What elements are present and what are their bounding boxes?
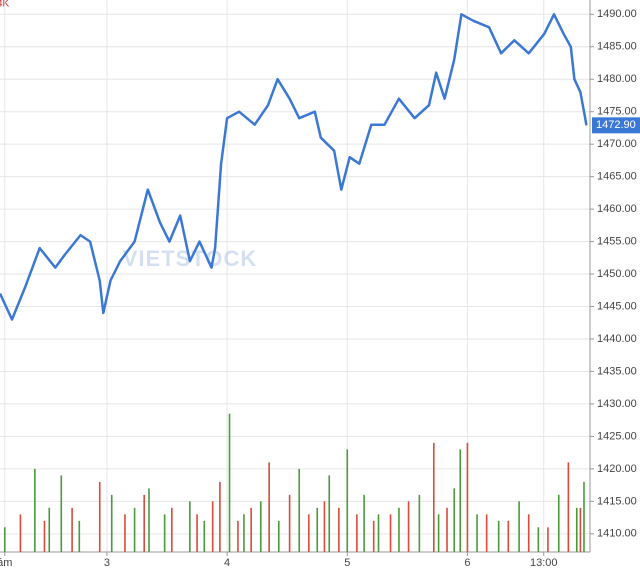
- volume-bar: [71, 507, 73, 552]
- volume-bar: [476, 514, 478, 552]
- volume-bar: [497, 520, 500, 552]
- y-tick-label: 1475.00: [597, 106, 637, 118]
- x-tick-label: 13:00: [530, 557, 558, 568]
- y-tick-label: 1445.00: [597, 300, 637, 312]
- volume-bar: [338, 507, 340, 552]
- volume-bar: [446, 507, 448, 552]
- volume-bar: [567, 462, 570, 552]
- volume-bar: [328, 475, 331, 552]
- volume-bar: [268, 462, 270, 552]
- volume-bar: [219, 481, 221, 552]
- volume-bar: [537, 527, 540, 552]
- volume-bar: [124, 514, 126, 552]
- y-tick-label: 1485.00: [597, 41, 637, 53]
- volume-bar: [288, 494, 291, 552]
- volume-bar: [485, 514, 488, 552]
- volume-bar: [432, 442, 435, 552]
- volume-bar: [259, 501, 262, 552]
- volume-bar: [518, 501, 520, 552]
- x-tick-label: 6: [464, 557, 470, 568]
- volume-bar: [133, 507, 136, 552]
- y-tick-label: 1420.00: [597, 463, 637, 475]
- volume-bar: [418, 494, 421, 552]
- y-tick-label: 1470.00: [597, 138, 637, 150]
- volume-bar: [237, 520, 239, 552]
- y-tick-label: 1480.00: [597, 73, 637, 85]
- volume-bar: [527, 514, 530, 552]
- y-tick-label: 1430.00: [597, 398, 637, 410]
- y-tick-label: 1455.00: [597, 235, 637, 247]
- volume-bar: [346, 449, 349, 552]
- y-tick-label: 1435.00: [597, 365, 637, 377]
- volume-bar: [110, 494, 113, 552]
- volume-bar: [507, 520, 510, 552]
- volume-bar: [228, 413, 231, 552]
- volume-bar: [98, 481, 101, 552]
- volume-bar: [196, 514, 198, 552]
- volume-bar: [189, 501, 191, 552]
- volume-bar: [575, 507, 578, 552]
- y-tick-label: 1410.00: [597, 528, 637, 540]
- volume-bar: [143, 494, 145, 552]
- volume-bar: [148, 488, 150, 552]
- volume-bar: [389, 514, 392, 552]
- volume-bar: [583, 481, 585, 552]
- volume-bar: [579, 507, 582, 552]
- x-tick-label: 4: [224, 557, 230, 568]
- volume-bar: [377, 514, 380, 552]
- volume-bar: [547, 527, 549, 552]
- volume-bar: [437, 514, 440, 552]
- volume-bar: [466, 442, 469, 552]
- y-tick-label: 1415.00: [597, 495, 637, 507]
- volume-bar: [163, 514, 166, 552]
- volume-bar: [203, 520, 206, 552]
- volume-bar: [48, 507, 51, 552]
- last-price-tag: 1472.90: [592, 117, 640, 134]
- x-tick-label: ám: [0, 557, 12, 568]
- volume-bar: [407, 501, 410, 552]
- volume-bar: [308, 514, 310, 552]
- volume-bar: [557, 494, 560, 552]
- volume-bar: [34, 468, 36, 552]
- volume-bar: [372, 520, 375, 552]
- y-tick-label: 1490.00: [597, 8, 637, 20]
- volume-bar: [243, 514, 245, 552]
- volume-bar: [19, 514, 22, 552]
- volume-bar: [4, 527, 6, 552]
- volume-bar: [356, 514, 358, 552]
- volume-bar: [316, 507, 319, 552]
- last-price-label: 1472.90: [596, 119, 636, 131]
- x-tick-label: 5: [344, 557, 350, 568]
- volume-bar: [78, 520, 81, 552]
- volume-bar: [323, 501, 326, 552]
- volume-bar: [43, 520, 46, 552]
- y-tick-label: 1460.00: [597, 203, 637, 215]
- volume-bar: [459, 449, 462, 552]
- volume-bar: [277, 520, 280, 552]
- y-tick-label: 1450.00: [597, 268, 637, 280]
- volume-bar: [171, 507, 173, 552]
- volume-bar: [298, 468, 301, 552]
- volume-bar: [398, 507, 400, 552]
- y-tick-label: 1440.00: [597, 333, 637, 345]
- price-line: [0, 13, 588, 321]
- y-tick-label: 1425.00: [597, 430, 637, 442]
- volume-bar: [60, 475, 63, 552]
- volume-bar: [453, 488, 456, 552]
- y-tick-label: 1465.00: [597, 171, 637, 183]
- volume-bar: [363, 494, 365, 552]
- volume-bar: [211, 501, 214, 552]
- volume-bar: [250, 507, 252, 552]
- x-tick-label: 3: [104, 557, 110, 568]
- last-price-box: [592, 117, 640, 134]
